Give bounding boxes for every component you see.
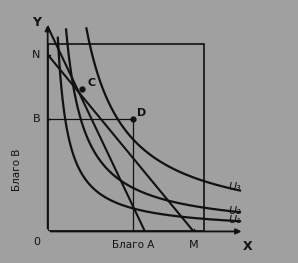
Text: Y: Y	[32, 16, 41, 29]
Text: 0: 0	[33, 237, 40, 247]
Text: B: B	[33, 114, 40, 124]
Text: Благо А: Благо А	[112, 240, 154, 250]
Text: X: X	[243, 240, 252, 253]
Text: U₃: U₃	[228, 182, 241, 192]
Text: Благо B: Благо B	[12, 149, 22, 191]
Text: C: C	[87, 78, 95, 88]
Text: U₂: U₂	[228, 206, 241, 216]
Text: N: N	[32, 50, 41, 60]
Text: D: D	[137, 108, 146, 118]
Text: M: M	[189, 240, 198, 250]
Text: U₁: U₁	[228, 215, 241, 225]
